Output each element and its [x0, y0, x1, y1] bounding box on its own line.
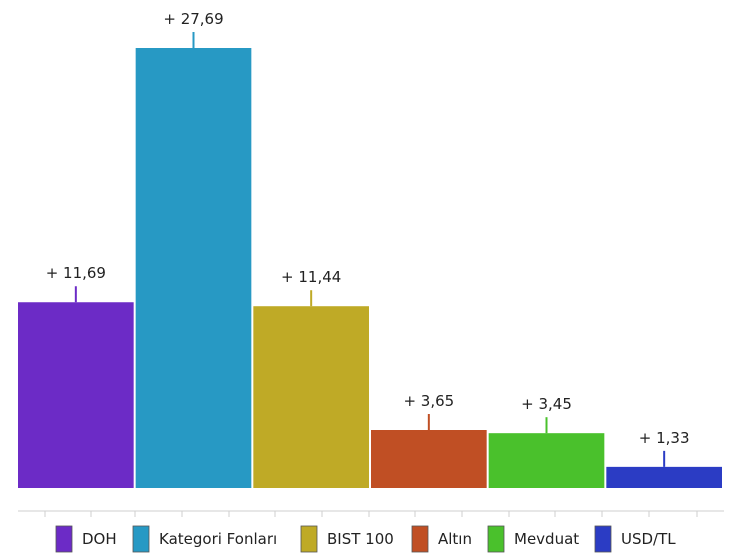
legend: DOH Kategori Fonları BIST 100 Altın Mevduat U… [55, 525, 676, 553]
legend-label-6: USD/TL [621, 530, 676, 548]
bar-4 [371, 430, 487, 488]
legend-label-4: Altın [438, 530, 472, 548]
value-label-5: + 3,45 [521, 395, 572, 413]
bar-3 [253, 306, 369, 488]
legend-swatch-2 [132, 525, 150, 553]
value-label-1: + 11,69 [46, 264, 106, 282]
legend-label-2: Kategori Fonları [159, 530, 277, 548]
legend-label-1: DOH [82, 530, 117, 548]
bar-6 [606, 466, 722, 488]
legend-swatch-6 [594, 525, 612, 553]
legend-swatch-1 [55, 525, 73, 553]
legend-label-5: Mevduat [514, 530, 579, 548]
x-axis-ticks [44, 511, 698, 517]
legend-swatch-3 [300, 525, 318, 553]
bars-group [18, 48, 722, 488]
value-label-2: + 27,69 [163, 10, 223, 28]
bar-2 [135, 48, 252, 488]
legend-swatch-4 [411, 525, 429, 553]
value-labels-group: + 11,69 + 27,69 + 11,44 + 3,65 + 3,45 + 1,33 [46, 10, 690, 467]
value-label-6: + 1,33 [639, 429, 690, 447]
value-label-3: + 11,44 [281, 268, 341, 286]
bar-5 [488, 433, 605, 488]
legend-label-3: BIST 100 [327, 530, 394, 548]
legend-swatch-5 [487, 525, 505, 553]
bar-1 [18, 302, 134, 488]
value-label-4: + 3,65 [403, 392, 454, 410]
